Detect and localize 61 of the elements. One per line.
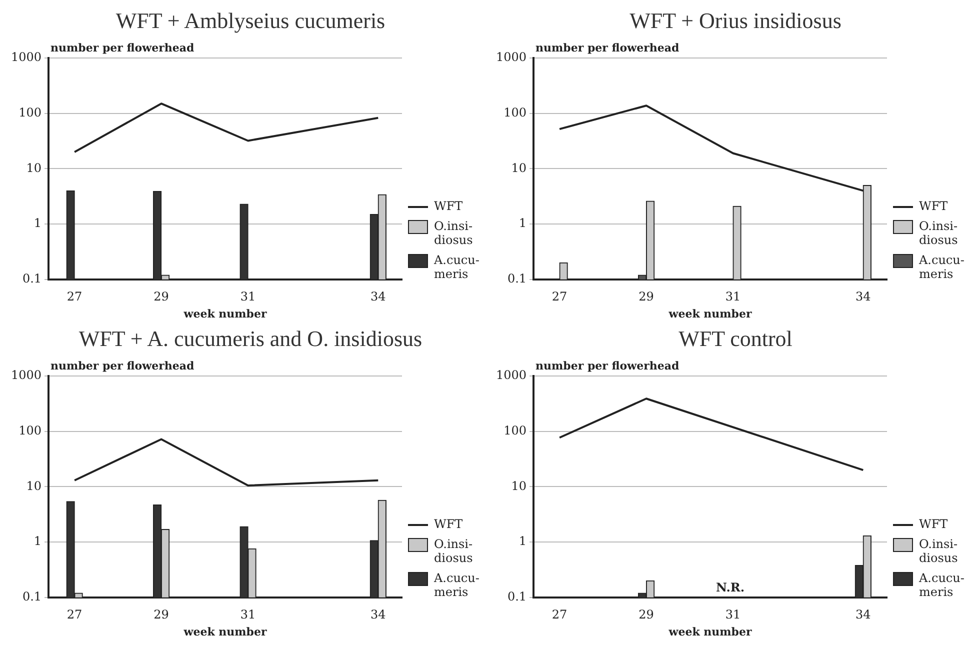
x-tick-label: 34 [370, 608, 386, 622]
y-tick-label: 10 [26, 478, 42, 493]
x-tick-label: 29 [638, 290, 654, 304]
x-tick-label: 31 [725, 608, 741, 622]
y-tick-label: 1 [518, 534, 527, 548]
x-tick-label: 31 [240, 290, 256, 304]
x-tick-label: 29 [638, 608, 654, 622]
legend-label: A.cucu-meris [434, 571, 480, 599]
x-tick-label: 27 [66, 290, 82, 304]
y-tick-label: 10 [511, 160, 527, 175]
x-tick-label: 27 [66, 608, 82, 622]
y-tick-label: 0.1 [22, 272, 42, 286]
x-tick-label: 34 [856, 608, 872, 622]
x-axis-title: week number [668, 307, 752, 320]
x-axis-title: week number [668, 625, 752, 638]
legend-label: O.insi-diosus [434, 537, 474, 565]
annotation: N.R. [716, 580, 745, 595]
legend-label: O.insi-diosus [434, 219, 474, 247]
x-tick-label: 34 [370, 290, 386, 304]
y-tick-label: 1000 [496, 50, 527, 64]
chart-title: WFT control [678, 326, 794, 353]
y-tick-label: 1000 [10, 50, 42, 64]
legend-label: A.cucu-meris [434, 253, 480, 281]
y-tick-label: 100 [504, 423, 527, 438]
chart-title: WFT + Orius insidiosus [628, 8, 842, 35]
y-tick-label: 1 [34, 534, 42, 548]
legend-label: O.insi-diosus [919, 537, 959, 565]
legend-label: O.insi-diosus [919, 219, 959, 247]
y-tick-label: 0.1 [507, 590, 527, 604]
y-axis-title: number per flowerhead [50, 359, 195, 372]
y-tick-label: 10 [511, 478, 527, 493]
y-tick-label: 1000 [496, 368, 527, 382]
legend-label: A.cucu-meris [919, 571, 964, 599]
chart-title: WFT + A. cucumeris and O. insidiosus [78, 326, 424, 353]
y-tick-label: 0.1 [507, 272, 527, 286]
x-tick-label: 27 [552, 608, 568, 622]
legend-label: WFT [434, 517, 464, 531]
x-tick-label: 31 [725, 290, 741, 304]
y-tick-label: 1 [518, 216, 527, 230]
y-tick-label: 100 [504, 105, 527, 120]
legend-label: WFT [434, 199, 464, 213]
x-axis-title: week number [182, 307, 267, 320]
y-tick-label: 100 [18, 423, 42, 438]
x-tick-label: 34 [856, 290, 872, 304]
y-axis-title: number per flowerhead [50, 41, 195, 54]
y-axis-title: number per flowerhead [536, 41, 680, 54]
y-tick-label: 10 [26, 160, 42, 175]
chart-title: WFT + Amblyseius cucumeris [114, 8, 386, 35]
legend-label: A.cucu-meris [919, 253, 964, 281]
x-tick-label: 29 [154, 608, 169, 622]
x-tick-label: 27 [552, 290, 568, 304]
x-tick-label: 29 [154, 290, 169, 304]
legend-label: WFT [919, 517, 949, 531]
x-tick-label: 31 [240, 608, 256, 622]
x-axis-title: week number [182, 625, 267, 638]
y-tick-label: 0.1 [22, 590, 42, 604]
y-axis-title: number per flowerhead [536, 359, 680, 372]
y-tick-label: 100 [18, 105, 42, 120]
y-tick-label: 1 [34, 216, 42, 230]
y-tick-label: 1000 [10, 368, 42, 382]
legend-label: WFT [919, 199, 949, 213]
